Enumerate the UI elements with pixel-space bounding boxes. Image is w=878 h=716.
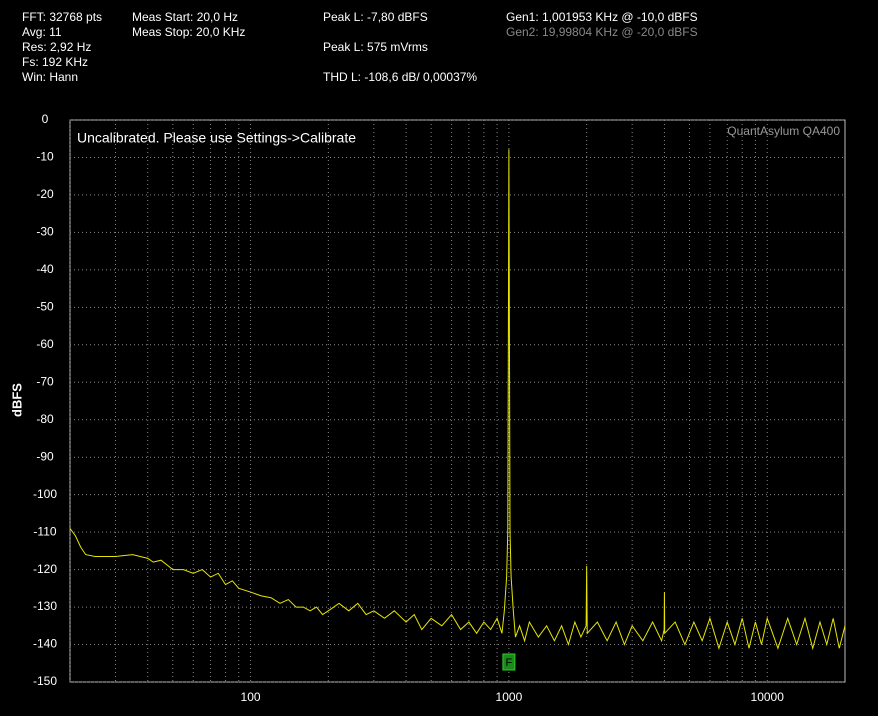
y-axis-label: dBFS bbox=[9, 383, 24, 417]
readout: FFT: 32768 pts bbox=[22, 10, 102, 24]
y-tick-label: -10 bbox=[36, 150, 54, 164]
y-tick-label: -20 bbox=[36, 187, 54, 201]
y-tick-label: -100 bbox=[33, 487, 57, 501]
readout: Gen2: 19,99804 KHz @ -20,0 dBFS bbox=[506, 25, 698, 39]
y-tick-label: -30 bbox=[36, 225, 54, 239]
x-tick-label: 1000 bbox=[496, 690, 523, 704]
y-tick-label: -120 bbox=[33, 562, 57, 576]
readout: Res: 2,92 Hz bbox=[22, 40, 91, 54]
x-tick-label: 100 bbox=[241, 690, 261, 704]
calibration-note: Uncalibrated. Please use Settings->Calib… bbox=[77, 130, 356, 146]
readout: Fs: 192 KHz bbox=[22, 55, 88, 69]
readout: Meas Start: 20,0 Hz bbox=[132, 10, 238, 24]
y-tick-label: -80 bbox=[36, 412, 54, 426]
marker-label: F bbox=[506, 657, 513, 669]
readout: Gen1: 1,001953 KHz @ -10,0 dBFS bbox=[506, 10, 698, 24]
y-tick-label: -90 bbox=[36, 449, 54, 463]
y-tick-label: -60 bbox=[36, 337, 54, 351]
readout: Win: Hann bbox=[22, 70, 78, 84]
x-tick-label: 10000 bbox=[751, 690, 785, 704]
watermark: QuantAsylum QA400 bbox=[727, 124, 840, 138]
readout: Peak L: 575 mVrms bbox=[323, 40, 428, 54]
y-tick-label: -70 bbox=[36, 374, 54, 388]
y-tick-label: -110 bbox=[33, 524, 56, 538]
y-tick-label: -40 bbox=[36, 262, 54, 276]
readout: Meas Stop: 20,0 KHz bbox=[132, 25, 245, 39]
readout: Peak L: -7,80 dBFS bbox=[323, 10, 428, 24]
y-tick-label: -50 bbox=[36, 300, 54, 314]
fundamental-marker bbox=[502, 653, 516, 671]
y-tick-label: -140 bbox=[33, 637, 57, 651]
y-tick-label: 0 bbox=[42, 112, 49, 126]
spectrum-line bbox=[69, 149, 846, 651]
y-tick-label: -130 bbox=[33, 599, 57, 613]
readout: THD L: -108,6 dB/ 0,00037% bbox=[323, 70, 477, 84]
readout: Avg: 11 bbox=[22, 25, 62, 39]
y-tick-label: -150 bbox=[33, 674, 57, 688]
